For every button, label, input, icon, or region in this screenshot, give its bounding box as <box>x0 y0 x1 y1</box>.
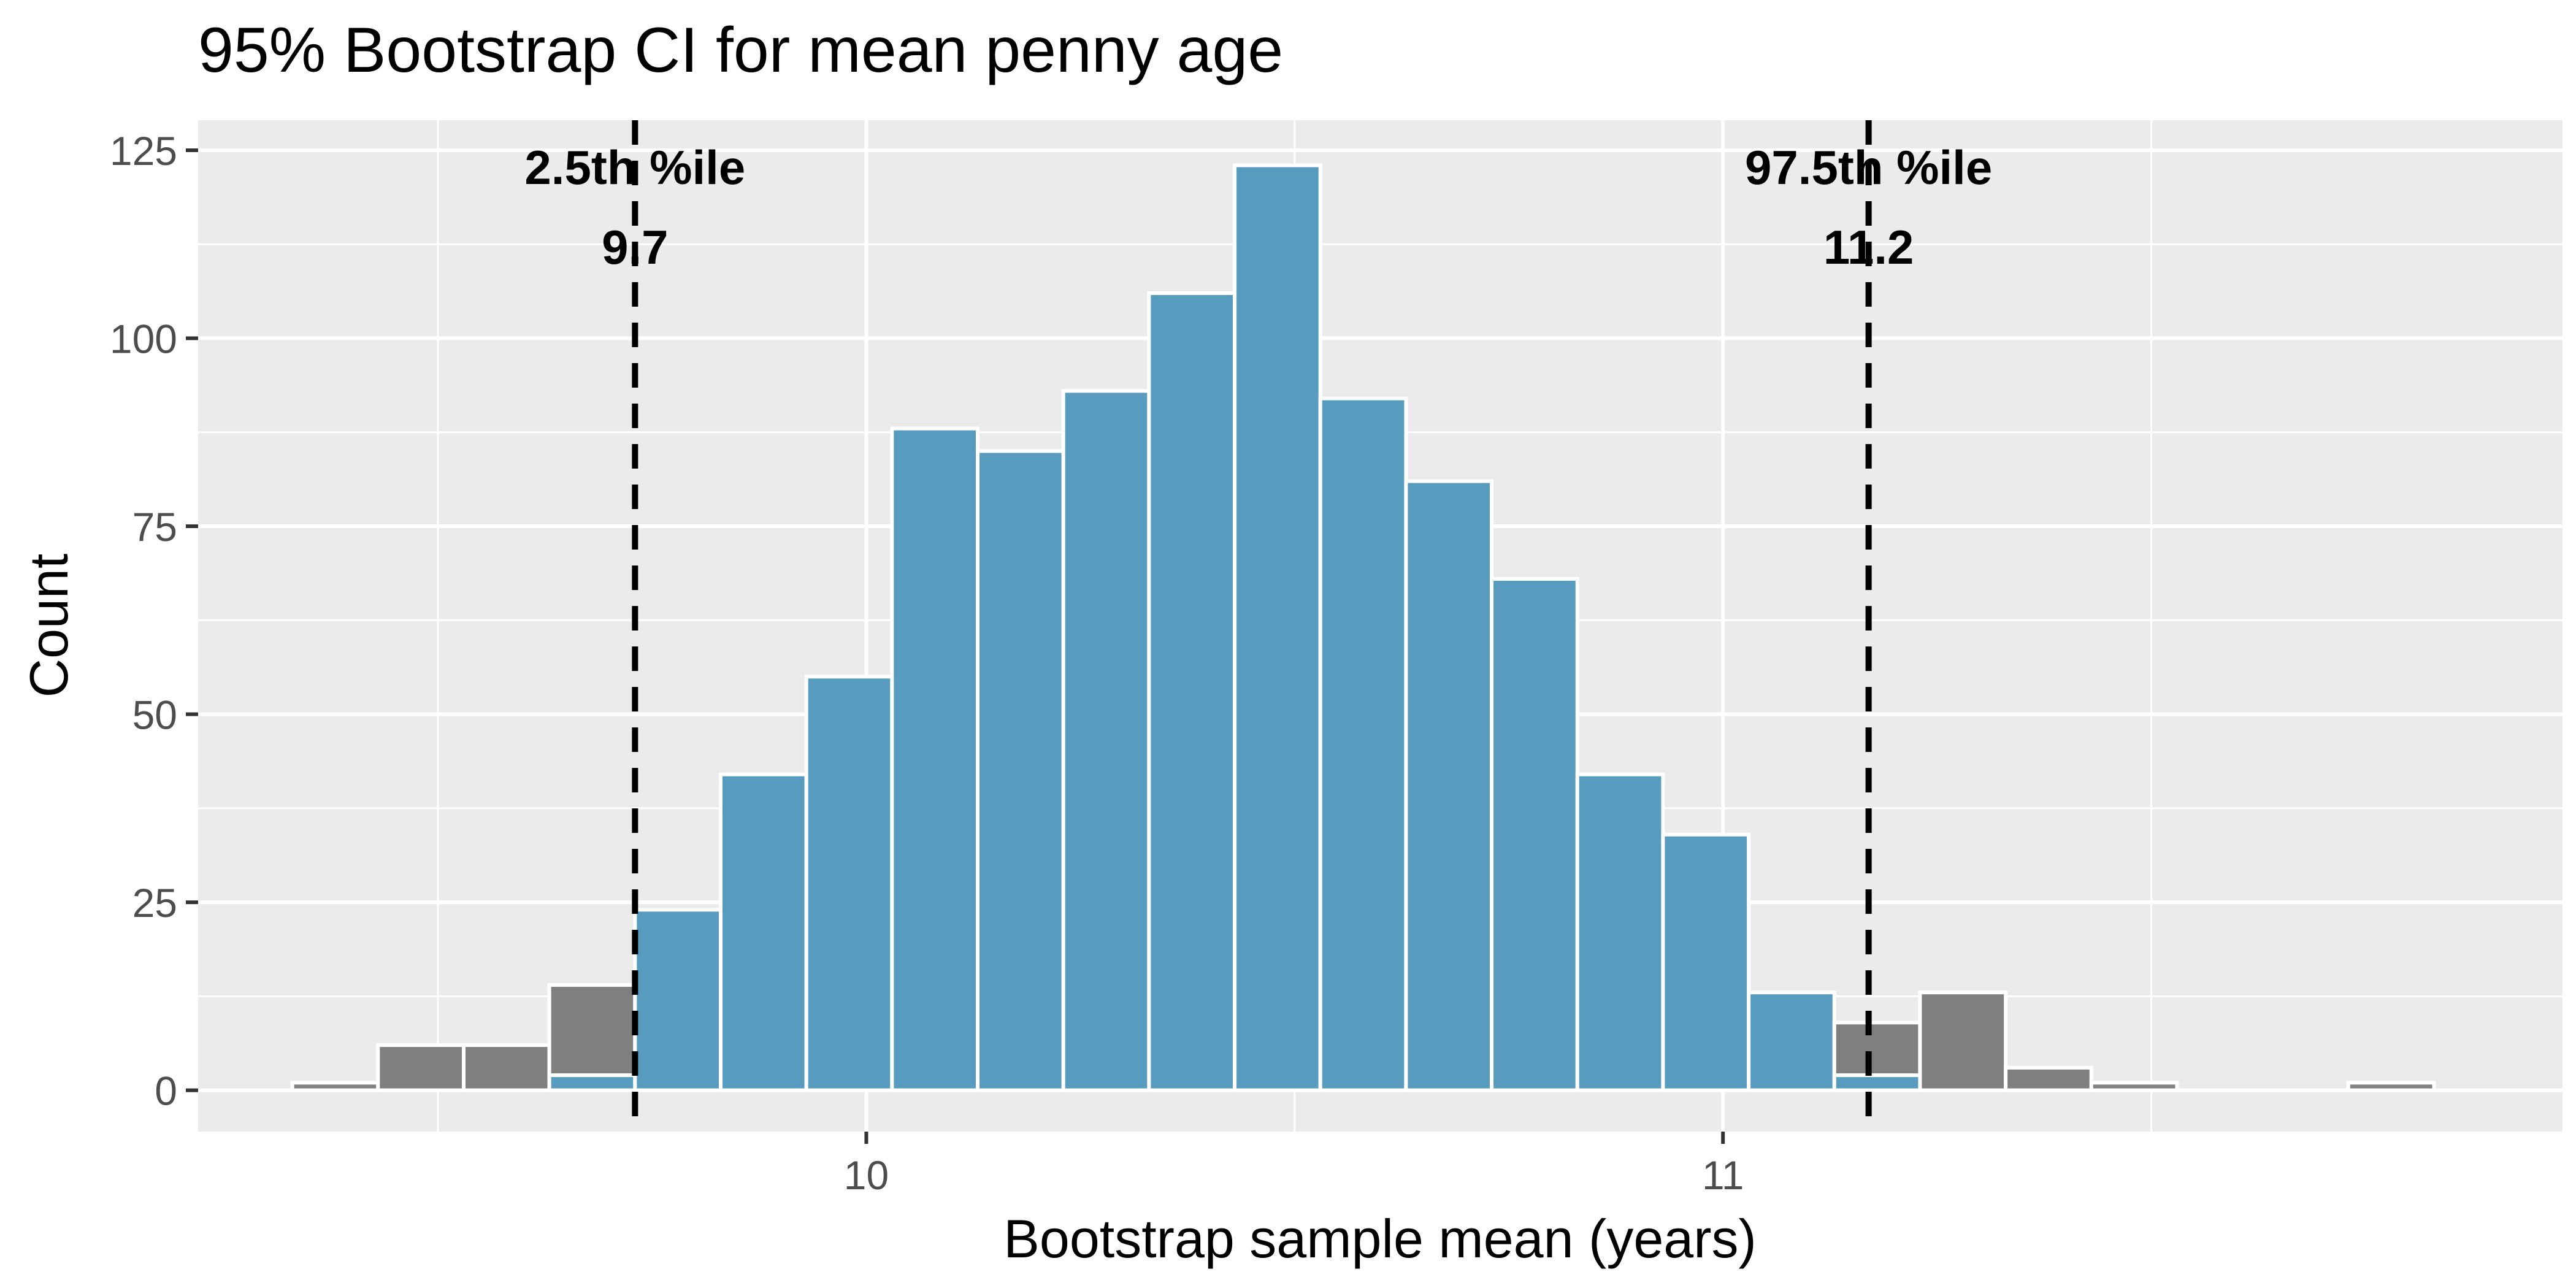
bar-outside-ci <box>2089 1081 2179 1092</box>
bar-inside-ci <box>1404 479 1494 1092</box>
bar-inside-ci <box>1832 1073 1922 1092</box>
bar-inside-ci <box>1575 772 1665 1092</box>
bar-outside-ci <box>2346 1081 2436 1092</box>
bar-inside-ci <box>719 772 808 1092</box>
histogram-bars <box>290 163 2436 1092</box>
y-tick-label: 50 <box>132 692 177 738</box>
bar-outside-ci <box>461 1043 551 1092</box>
bar-outside-ci <box>376 1043 466 1092</box>
chart-title: 95% Bootstrap CI for mean penny age <box>198 15 1283 86</box>
y-tick-label: 125 <box>110 128 177 174</box>
upper-percentile-value: 11.2 <box>1823 220 1914 274</box>
bar-outside-ci <box>547 983 637 1078</box>
x-axis-label: Bootstrap sample mean (years) <box>1003 1208 1757 1269</box>
bar-inside-ci <box>1061 389 1151 1092</box>
upper-percentile-label: 97.5th %ile <box>1745 140 1992 194</box>
bar-inside-ci <box>804 675 894 1092</box>
axes: 0 25 50 75 100 125 10 11 <box>110 128 1744 1198</box>
x-tick-label: 11 <box>1702 1152 1744 1198</box>
x-tick-label: 10 <box>844 1152 889 1198</box>
lower-percentile-label: 2.5th %ile <box>524 140 745 194</box>
bar-inside-ci <box>1233 163 1322 1092</box>
bar-outside-ci <box>2004 1065 2093 1092</box>
bar-outside-ci <box>290 1081 380 1092</box>
bar-inside-ci <box>976 449 1065 1092</box>
y-tick-label: 75 <box>132 504 177 550</box>
bar-inside-ci <box>547 1073 637 1092</box>
bar-inside-ci <box>1490 577 1579 1092</box>
bar-outside-ci <box>1832 1021 1922 1078</box>
bar-inside-ci <box>890 426 980 1092</box>
percentile-lines: 2.5th %ile 9.7 97.5th %ile 11.2 <box>524 120 1992 1132</box>
bar-inside-ci <box>633 908 723 1092</box>
lower-percentile-value: 9.7 <box>602 220 668 274</box>
bar-inside-ci <box>1661 832 1751 1092</box>
y-tick-label: 0 <box>155 1068 177 1114</box>
bar-outside-ci <box>1918 991 2008 1092</box>
bar-inside-ci <box>1747 991 1836 1092</box>
bar-inside-ci <box>1147 291 1237 1092</box>
y-tick-label: 25 <box>132 880 177 926</box>
y-axis-label: Count <box>18 554 79 698</box>
bar-inside-ci <box>1318 396 1408 1092</box>
y-tick-label: 100 <box>110 316 177 362</box>
